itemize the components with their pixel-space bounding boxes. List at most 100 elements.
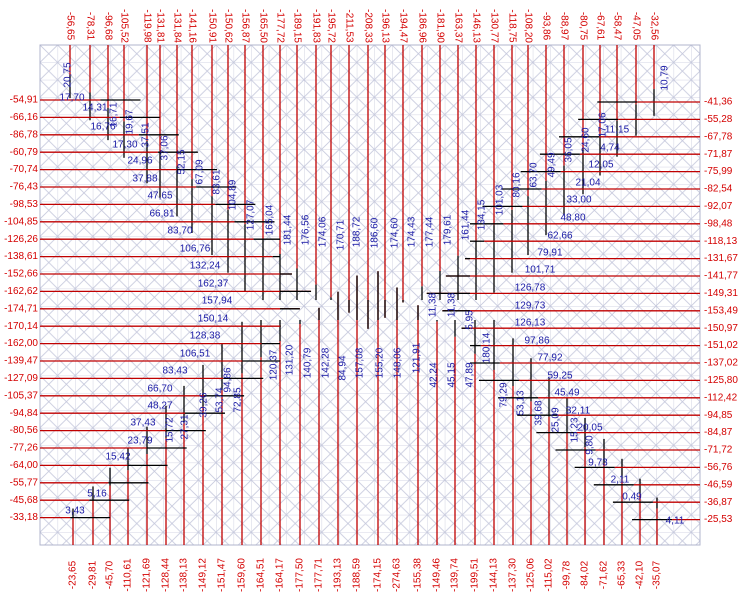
force-label: -23,65 — [68, 560, 79, 589]
force-label: -151,02 — [704, 340, 738, 351]
force-label: 11,38 — [428, 292, 439, 317]
force-label: -153,49 — [704, 305, 738, 316]
force-label: -126,26 — [4, 234, 38, 245]
force-label: -104,85 — [4, 216, 38, 227]
force-label: -71,72 — [704, 445, 733, 456]
force-label: 53,74 — [215, 387, 226, 412]
force-label: -67,61 — [594, 12, 605, 41]
force-label: -162,62 — [4, 286, 38, 297]
lattice — [39, 44, 701, 546]
force-label: -149,31 — [704, 288, 738, 299]
force-label: -141,77 — [704, 271, 738, 282]
force-label: 131,20 — [285, 344, 296, 375]
force-label: 181,44 — [283, 214, 294, 245]
force-label: -177,72 — [274, 9, 285, 43]
force-label: -188,59 — [352, 558, 363, 592]
force-label: 4,74 — [600, 143, 620, 154]
force-label: 126,78 — [515, 283, 546, 294]
force-label: -149,12 — [198, 558, 209, 592]
force-label: -138,13 — [179, 558, 190, 592]
force-label: -65,33 — [617, 560, 628, 589]
force-label: 2,11 — [611, 475, 630, 486]
force-label: -141,16 — [186, 9, 197, 43]
force-label: 12,05 — [588, 160, 613, 171]
force-label: 106,76 — [180, 244, 211, 255]
force-label: 162,37 — [198, 279, 229, 290]
force-label: -208,33 — [362, 9, 373, 43]
force-label: -274,63 — [392, 558, 403, 592]
force-label: -105,52 — [118, 9, 129, 43]
force-label: 140,79 — [303, 347, 314, 378]
force-label: 155,20 — [375, 347, 386, 378]
force-label: 128,38 — [190, 331, 221, 342]
force-label: 129,73 — [515, 301, 546, 312]
force-label: -25,53 — [704, 514, 733, 525]
force-label: -189,15 — [291, 9, 302, 43]
force-label: 106,51 — [180, 349, 211, 360]
force-label: 14,31 — [82, 103, 107, 114]
force-label: -130,77 — [488, 9, 499, 43]
force-label: 150,14 — [198, 314, 229, 325]
force-label: -64,00 — [10, 460, 39, 471]
force-label: -149,46 — [432, 558, 443, 592]
force-label: -99,78 — [562, 560, 573, 589]
force-label: 27,31 — [180, 414, 191, 439]
force-label: 83,70 — [167, 226, 192, 237]
force-label: -66,16 — [10, 112, 39, 123]
force-label: -45,70 — [105, 560, 116, 589]
force-label: -144,13 — [489, 558, 500, 592]
force-label: 5,95 — [465, 310, 476, 330]
force-label: -32,56 — [648, 12, 659, 41]
force-label: 188,72 — [352, 216, 363, 247]
force-label: 15,23 — [570, 417, 581, 442]
force-label: -71,62 — [599, 560, 610, 589]
force-label: -60,79 — [10, 147, 39, 158]
force-label: -150,62 — [222, 9, 233, 43]
force-label: 15,72 — [165, 417, 176, 442]
force-label: -125,80 — [704, 375, 738, 386]
force-label: -45,68 — [10, 495, 39, 506]
force-label: -131,67 — [704, 253, 738, 264]
force-label: 0,49 — [622, 492, 642, 503]
force-label: 37,88 — [132, 174, 157, 185]
force-label: -131,84 — [171, 9, 182, 43]
force-label: -82,54 — [704, 184, 733, 195]
force-label: -138,61 — [4, 251, 38, 262]
force-label: 48,80 — [560, 213, 585, 224]
force-label: -128,44 — [161, 558, 172, 592]
force-label: 148,06 — [393, 347, 404, 378]
force-label: 4,11 — [666, 516, 685, 527]
force-label: -174,71 — [4, 303, 38, 314]
force-label: -139,74 — [450, 558, 461, 592]
force-label: 5,16 — [87, 489, 107, 500]
force-label: 16,71 — [109, 102, 120, 127]
force-label: 42,24 — [429, 362, 440, 387]
force-label: -47,05 — [630, 12, 641, 41]
force-label: -71,87 — [704, 149, 733, 160]
force-label: -151,47 — [217, 558, 228, 592]
force-label: 23,79 — [127, 436, 152, 447]
force-label: -84,02 — [580, 560, 591, 589]
force-label: 174,43 — [407, 216, 418, 247]
force-label: 176,56 — [301, 214, 312, 245]
force-label: -77,26 — [10, 443, 39, 454]
force-label: 132,24 — [190, 261, 221, 272]
force-label: -137,02 — [704, 358, 738, 369]
force-label: 37,51 — [141, 122, 152, 147]
force-label: -86,78 — [10, 129, 39, 140]
force-label: -96,68 — [102, 12, 113, 41]
force-label: -88,97 — [558, 12, 569, 41]
force-label: -162,00 — [4, 338, 38, 349]
force-label: 126,13 — [515, 318, 546, 329]
force-label: 11,38 — [447, 292, 458, 317]
force-label: -55,28 — [704, 114, 733, 125]
force-label: 72,85 — [233, 387, 244, 412]
force-label: -105,37 — [4, 390, 38, 401]
force-label: -98,53 — [10, 199, 39, 210]
force-label: -177,50 — [295, 558, 306, 592]
force-label: -75,99 — [704, 166, 733, 177]
force-label: -80,75 — [577, 12, 588, 41]
force-label: 177,44 — [425, 216, 436, 247]
